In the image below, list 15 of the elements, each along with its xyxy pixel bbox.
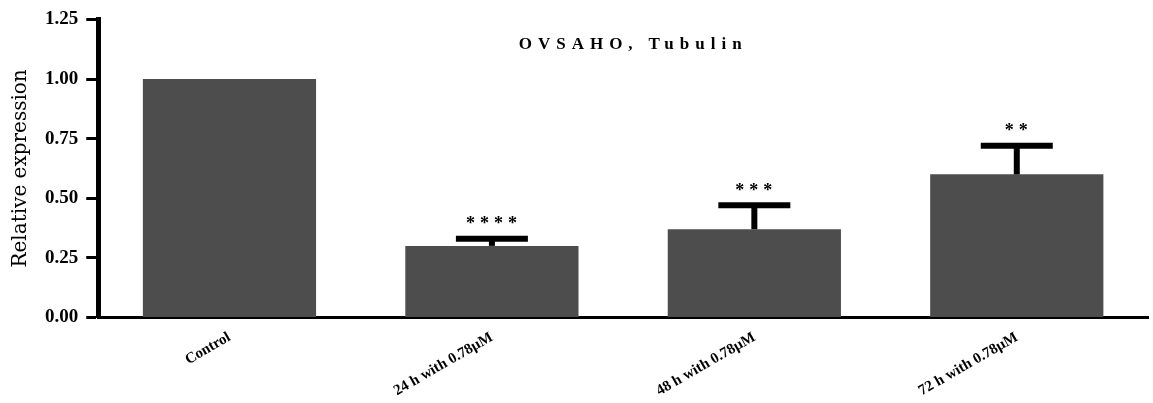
bar	[142, 79, 317, 317]
bar	[405, 245, 579, 317]
bar	[930, 174, 1104, 317]
y-tick-label: 0.50	[45, 186, 79, 208]
text: OVSAHO, Tubulin	[518, 33, 748, 53]
y-tick-label: 0.75	[45, 126, 79, 148]
bar	[667, 229, 841, 317]
annotation: **	[1004, 120, 1033, 141]
annotation: ****	[465, 213, 522, 234]
y-tick-label: 1.00	[45, 66, 79, 88]
annotation: ***	[735, 180, 778, 201]
y-tick-label: 0.00	[45, 305, 79, 327]
y-axis-title: Relative expression	[7, 69, 32, 268]
y-tick-label: 0.25	[45, 245, 79, 267]
y-tick-label: 1.25	[45, 7, 79, 29]
